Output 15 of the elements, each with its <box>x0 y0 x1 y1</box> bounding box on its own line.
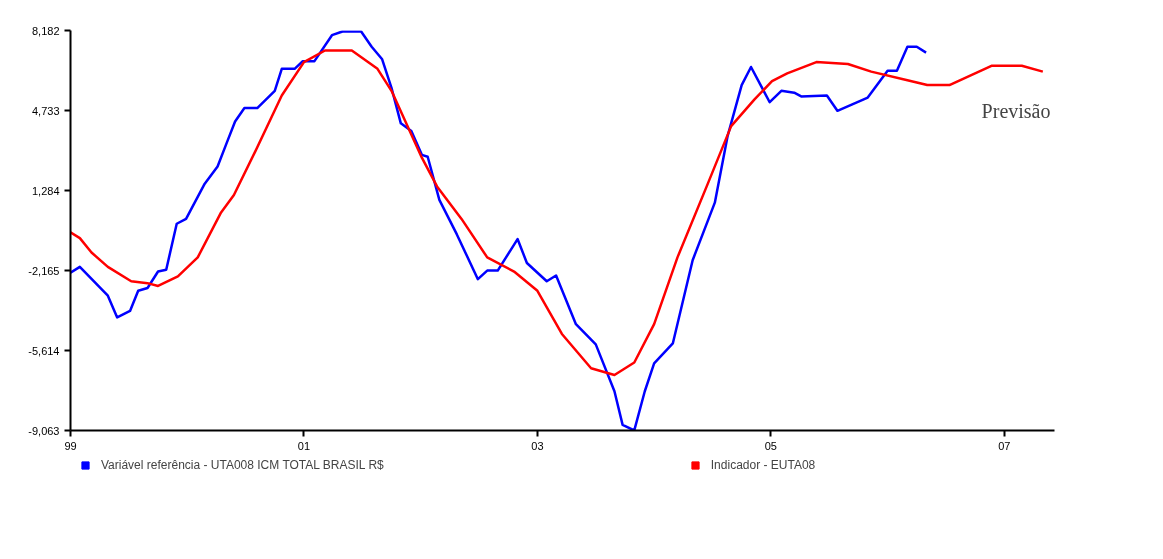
y-tick-label: 1,284 <box>31 184 60 197</box>
x-tick-label: 05 <box>764 439 777 452</box>
x-tick-label: 99 <box>64 439 77 452</box>
line-series <box>70 30 928 431</box>
annotation: Previsão <box>981 99 1051 122</box>
y-tick-label: -9,063 <box>28 424 60 437</box>
x-tick-label: 07 <box>998 439 1011 452</box>
y-tick-label: -5,614 <box>28 344 60 357</box>
legend-label: Variável referência - UTA008 ICM TOTAL BRASIL R$ <box>101 458 384 472</box>
legend-label: Indicador - EUTA08 <box>710 458 816 472</box>
x-tick-label: 01 <box>297 439 311 452</box>
x-tick-label: 03 <box>531 439 544 452</box>
y-tick-label: -2,165 <box>28 264 60 277</box>
y-tick-label: 4,733 <box>31 104 60 117</box>
y-tick-label: 8,182 <box>31 24 60 37</box>
